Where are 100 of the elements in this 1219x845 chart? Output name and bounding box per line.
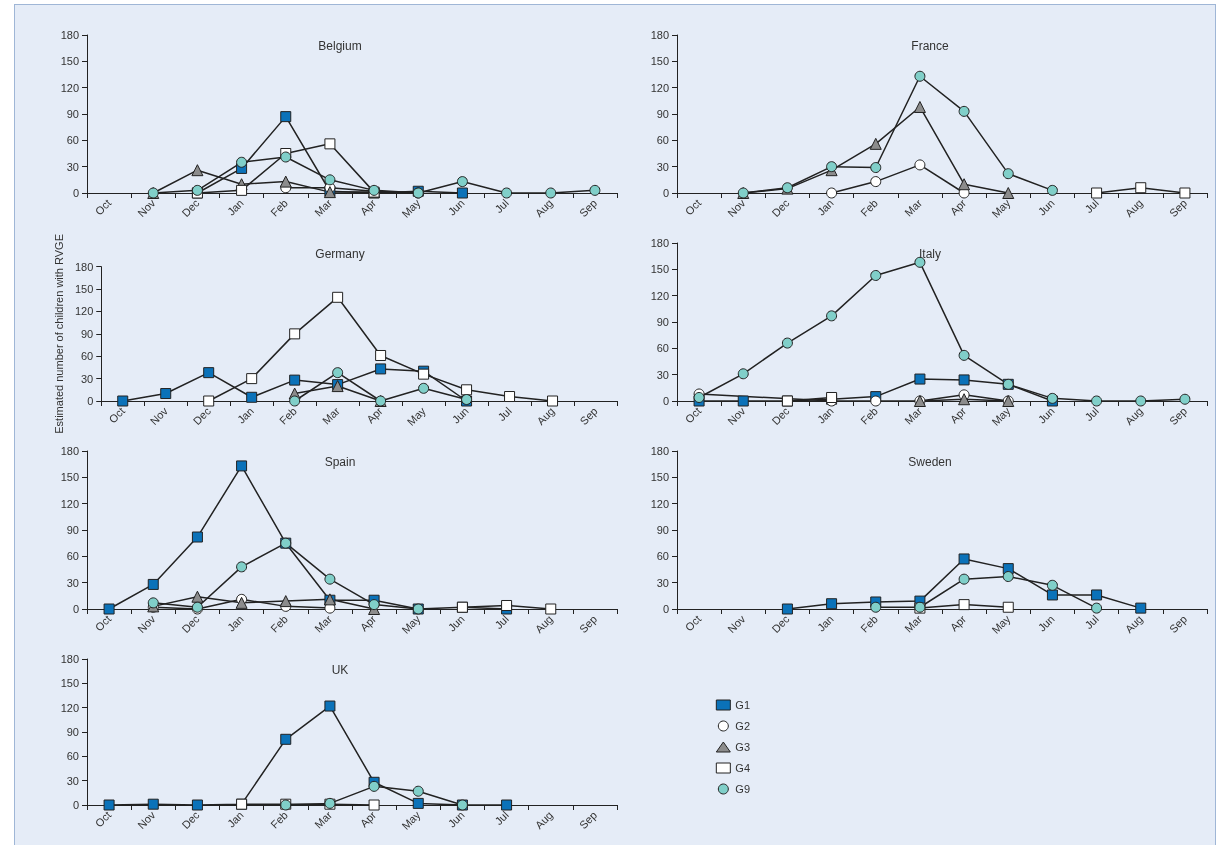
x-tick-label: Oct: [92, 612, 114, 634]
y-tick-label: 30: [656, 368, 669, 381]
x-tick-label: Apr: [357, 808, 379, 830]
chart-title: Italy: [918, 247, 942, 261]
x-tick-label: Jan: [224, 196, 246, 218]
y-tick-label: 120: [650, 289, 669, 302]
x-tick-label: Mar: [320, 404, 343, 427]
x-tick-label: Apr: [357, 612, 379, 634]
x-tick-label: Dec: [179, 196, 203, 220]
y-tick-label: 90: [81, 327, 94, 340]
legend-label: G1: [735, 699, 751, 711]
y-tick-label: 180: [650, 29, 669, 41]
x-tick-label: May: [989, 404, 1013, 428]
x-tick-label: Sep: [1166, 612, 1190, 636]
x-tick-label: Jan: [224, 612, 246, 634]
y-tick-label: 90: [656, 524, 669, 536]
y-tick-label: 60: [656, 550, 669, 563]
y-tick-label: 150: [60, 677, 79, 690]
x-tick-label: Aug: [532, 808, 555, 832]
x-tick-label: Jun: [445, 196, 467, 218]
y-tick-label: 30: [66, 576, 79, 589]
x-tick-label: Jan: [814, 404, 836, 426]
x-tick-label: Jul: [1082, 404, 1101, 424]
x-tick-label: Dec: [769, 404, 793, 428]
y-tick-label: 120: [650, 497, 669, 510]
x-tick-label: May: [989, 612, 1013, 636]
x-tick-label: Oct: [92, 808, 114, 830]
x-tick-label: Feb: [268, 612, 290, 635]
x-tick-label: Aug: [532, 196, 555, 220]
y-tick-label: 120: [60, 497, 79, 510]
y-tick-label: 180: [650, 237, 669, 249]
y-tick-label: 150: [74, 283, 94, 296]
x-tick-label: Jan: [224, 808, 246, 830]
x-tick-label: Jan: [234, 404, 256, 426]
x-tick-label: Jun: [1035, 612, 1057, 634]
legend-label: G9: [735, 783, 751, 795]
x-tick-label: Mar: [902, 612, 925, 635]
y-tick-label: 90: [656, 316, 669, 328]
y-tick-label: 90: [66, 726, 79, 738]
x-tick-label: Oct: [682, 196, 704, 218]
x-tick-label: Mar: [312, 196, 335, 219]
x-tick-label: May: [989, 196, 1013, 220]
y-tick-label: 150: [60, 471, 79, 484]
x-tick-label: Nov: [135, 808, 158, 832]
x-tick-label: Oct: [106, 404, 127, 426]
x-tick-label: Apr: [947, 404, 969, 426]
x-tick-label: Apr: [364, 404, 386, 426]
x-tick-label: Nov: [135, 196, 158, 220]
x-tick-label: Dec: [769, 196, 793, 220]
y-tick-label: 0: [662, 603, 669, 615]
y-tick-label: 150: [60, 55, 79, 68]
x-tick-label: Aug: [1122, 404, 1145, 428]
y-tick-label: 30: [66, 160, 79, 173]
y-tick-label: 120: [74, 305, 94, 318]
x-tick-label: Oct: [92, 196, 114, 218]
chart-title: Belgium: [318, 39, 362, 53]
x-tick-label: Apr: [947, 196, 969, 218]
y-tick-label: 120: [60, 81, 79, 94]
x-tick-label: Jul: [495, 404, 514, 424]
y-tick-label: 60: [66, 550, 79, 563]
x-tick-label: Apr: [357, 196, 379, 218]
chart-title: UK: [331, 663, 349, 677]
x-tick-label: Feb: [268, 196, 290, 219]
y-tick-label: 120: [60, 701, 79, 714]
x-tick-label: Sep: [1166, 404, 1190, 428]
legend-label: G4: [735, 762, 751, 774]
chart-title: Sweden: [908, 455, 952, 469]
x-tick-label: Mar: [312, 808, 335, 831]
x-tick-label: Nov: [147, 404, 171, 428]
x-tick-label: Jun: [449, 404, 471, 426]
y-tick-label: 60: [81, 350, 94, 363]
y-tick-label: 150: [650, 471, 669, 484]
x-tick-label: Feb: [277, 404, 299, 427]
x-tick-label: May: [399, 808, 423, 832]
x-tick-label: May: [404, 404, 429, 428]
x-tick-label: Sep: [576, 808, 600, 832]
y-tick-label: 180: [650, 445, 669, 457]
x-tick-label: Aug: [1122, 196, 1145, 220]
x-tick-label: Jun: [445, 612, 467, 634]
x-tick-label: Jun: [445, 808, 467, 830]
x-tick-label: Sep: [576, 612, 600, 636]
y-tick-label: 90: [656, 108, 669, 120]
y-tick-label: 0: [87, 395, 94, 407]
x-tick-label: Jul: [1082, 612, 1101, 632]
y-tick-label: 30: [66, 774, 79, 787]
x-tick-label: Jul: [1082, 196, 1101, 216]
chart-title: Spain: [324, 455, 356, 469]
y-tick-label: 0: [662, 395, 669, 407]
y-tick-label: 180: [60, 445, 79, 457]
x-tick-label: Jun: [1035, 196, 1057, 218]
y-tick-label: 60: [66, 134, 79, 147]
x-tick-label: Aug: [1122, 612, 1145, 636]
x-tick-label: Feb: [858, 196, 880, 219]
x-tick-label: Mar: [312, 612, 335, 635]
y-tick-label: 120: [650, 81, 669, 94]
x-tick-label: Oct: [682, 404, 704, 426]
y-tick-label: 180: [60, 29, 79, 41]
y-tick-label: 0: [72, 603, 79, 615]
y-tick-label: 30: [656, 160, 669, 173]
y-tick-label: 30: [81, 372, 94, 385]
